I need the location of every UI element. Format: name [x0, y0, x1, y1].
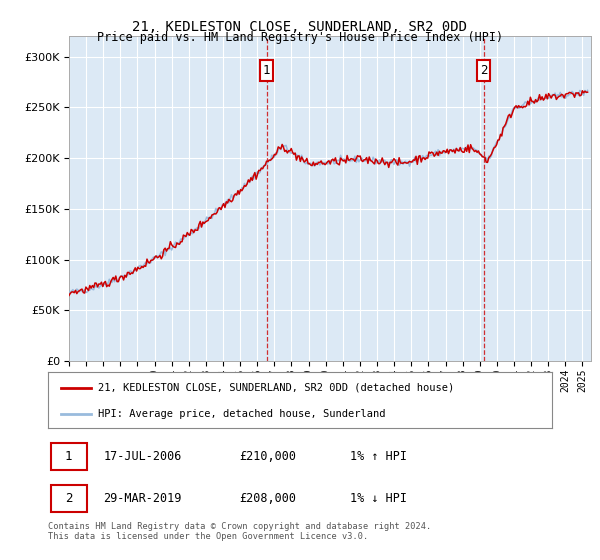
Text: Price paid vs. HM Land Registry's House Price Index (HPI): Price paid vs. HM Land Registry's House … [97, 31, 503, 44]
Bar [50, 485, 87, 512]
Bar [50, 443, 87, 470]
Text: 1% ↓ HPI: 1% ↓ HPI [350, 492, 407, 505]
Text: 21, KEDLESTON CLOSE, SUNDERLAND, SR2 0DD (detached house): 21, KEDLESTON CLOSE, SUNDERLAND, SR2 0DD… [98, 382, 455, 393]
Text: 29-MAR-2019: 29-MAR-2019 [103, 492, 182, 505]
Text: HPI: Average price, detached house, Sunderland: HPI: Average price, detached house, Sund… [98, 409, 386, 419]
Text: 2: 2 [65, 492, 73, 505]
Text: Contains HM Land Registry data © Crown copyright and database right 2024.
This d: Contains HM Land Registry data © Crown c… [48, 522, 431, 542]
Text: 2: 2 [480, 64, 488, 77]
Text: 1: 1 [263, 64, 270, 77]
Text: £208,000: £208,000 [239, 492, 296, 505]
Text: 1: 1 [65, 450, 73, 463]
FancyBboxPatch shape [260, 60, 273, 81]
FancyBboxPatch shape [478, 60, 490, 81]
Text: 17-JUL-2006: 17-JUL-2006 [103, 450, 182, 463]
Text: 1% ↑ HPI: 1% ↑ HPI [350, 450, 407, 463]
Text: 21, KEDLESTON CLOSE, SUNDERLAND, SR2 0DD: 21, KEDLESTON CLOSE, SUNDERLAND, SR2 0DD [133, 20, 467, 34]
Text: £210,000: £210,000 [239, 450, 296, 463]
